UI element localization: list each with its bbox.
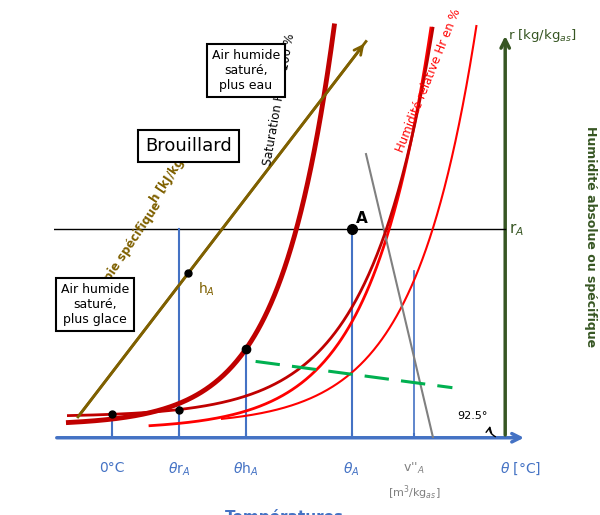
Text: Air humide
saturé,
plus glace: Air humide saturé, plus glace [61,283,129,326]
Text: v''$_A$: v''$_A$ [403,461,425,476]
Text: h [kJ/kg$_{as}$]: h [kJ/kg$_{as}$] [146,142,197,207]
Text: Brouillard: Brouillard [145,137,232,154]
Text: $\theta$h$_A$: $\theta$h$_A$ [233,461,259,478]
Text: Températures: Températures [225,509,344,515]
Text: Air humide
saturé,
plus eau: Air humide saturé, plus eau [212,49,280,92]
Text: 0°C: 0°C [99,461,124,475]
Text: $\theta_A$: $\theta_A$ [343,461,360,478]
Text: Enthalpie spécifique: Enthalpie spécifique [78,199,163,319]
Text: h$_A$: h$_A$ [198,281,215,298]
Text: Saturation Hr = 100 %: Saturation Hr = 100 % [262,32,298,167]
Text: [m$^3$/kg$_{as}$]: [m$^3$/kg$_{as}$] [388,484,440,502]
Text: $\theta$r$_A$: $\theta$r$_A$ [167,461,190,478]
Text: A: A [355,211,367,226]
Text: r [kg/kg$_{as}$]: r [kg/kg$_{as}$] [508,27,576,44]
Text: 92.5°: 92.5° [457,411,488,421]
Text: Humidité relative Hr en %: Humidité relative Hr en % [394,7,463,154]
Text: r$_A$: r$_A$ [509,221,524,237]
Text: $\theta$ [°C]: $\theta$ [°C] [500,461,541,477]
Text: Humidité absolue ou spécifique: Humidité absolue ou spécifique [584,126,597,348]
